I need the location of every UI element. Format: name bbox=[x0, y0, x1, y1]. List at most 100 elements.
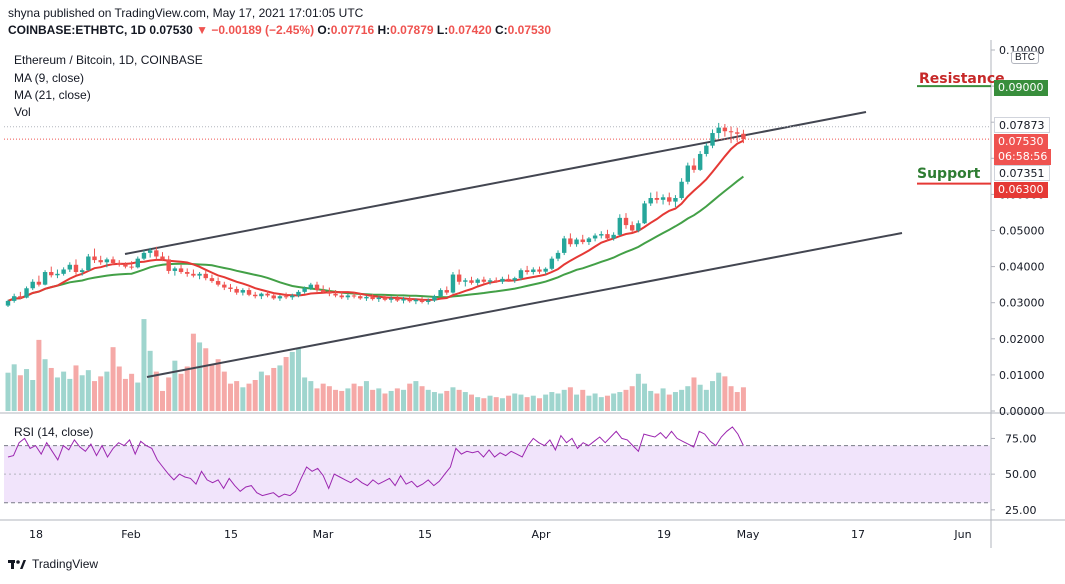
candle-body bbox=[481, 279, 487, 282]
volume-bar bbox=[574, 394, 580, 411]
candle-body bbox=[426, 300, 431, 302]
candle-body bbox=[691, 165, 697, 170]
volume-bar bbox=[506, 395, 512, 411]
candle bbox=[333, 290, 338, 298]
candle bbox=[110, 256, 116, 265]
volume-bar bbox=[357, 386, 363, 411]
candle-body bbox=[401, 299, 406, 301]
symbol-line: COINBASE:ETHBTC, 1D 0.07530 ▼ −0.00189 (… bbox=[8, 23, 551, 37]
candle bbox=[735, 127, 740, 143]
candle bbox=[673, 195, 678, 208]
close-value: 0.07530 bbox=[507, 23, 552, 37]
legend-ma9[interactable]: MA (9, close) bbox=[14, 71, 85, 85]
candle-body bbox=[197, 273, 202, 276]
volume-bar bbox=[666, 394, 672, 411]
candle bbox=[691, 158, 697, 173]
candle-body bbox=[79, 270, 85, 273]
candle bbox=[667, 192, 672, 206]
candle-body bbox=[36, 281, 42, 285]
legend-ma21[interactable]: MA (21, close) bbox=[14, 88, 91, 102]
legend-rsi[interactable]: RSI (14, close) bbox=[14, 425, 94, 439]
volume-bar bbox=[648, 390, 654, 411]
candle bbox=[166, 255, 171, 274]
volume-bar bbox=[73, 365, 79, 411]
rsi-band bbox=[4, 445, 990, 503]
candle-body bbox=[679, 181, 684, 199]
volume-bar bbox=[85, 370, 91, 411]
candle bbox=[160, 252, 165, 262]
volume-bar bbox=[685, 386, 691, 411]
candle bbox=[716, 122, 721, 139]
candle bbox=[574, 237, 579, 247]
candle-body bbox=[654, 198, 660, 200]
candle bbox=[265, 291, 270, 298]
volume-bar bbox=[592, 393, 598, 411]
candle-body bbox=[240, 290, 246, 293]
candle-body bbox=[18, 296, 23, 298]
candle-body bbox=[716, 127, 721, 134]
candle bbox=[407, 296, 412, 303]
logo-text: TradingView bbox=[32, 557, 99, 571]
volume-bar bbox=[92, 381, 98, 411]
candle bbox=[395, 295, 400, 302]
candle bbox=[283, 292, 289, 300]
candle-body bbox=[61, 269, 66, 274]
volume-bar bbox=[710, 381, 716, 411]
rsi-tick-label: 75.00 bbox=[1005, 432, 1037, 445]
volume-bar bbox=[672, 392, 678, 411]
candle-body bbox=[228, 287, 233, 289]
candle bbox=[697, 151, 703, 171]
candle-body bbox=[722, 127, 728, 132]
volume-bar bbox=[246, 383, 252, 411]
volume-bar bbox=[160, 390, 165, 411]
candle bbox=[654, 191, 660, 204]
candle-body bbox=[209, 278, 215, 282]
tradingview-logo[interactable]: TradingView bbox=[8, 557, 98, 571]
volume-bar bbox=[438, 393, 444, 411]
currency-badge[interactable]: BTC bbox=[1011, 51, 1039, 64]
volume-bar bbox=[512, 393, 518, 411]
volume-bar bbox=[524, 397, 530, 411]
volume-bar bbox=[549, 392, 555, 411]
volume-bar bbox=[697, 384, 703, 411]
volume-bar bbox=[604, 395, 610, 411]
candle-body bbox=[129, 266, 134, 268]
rsi-tick-label: 50.00 bbox=[1005, 468, 1037, 481]
candle-body bbox=[500, 278, 505, 282]
volume-bar bbox=[98, 376, 104, 411]
price-badge: 0.09000 bbox=[994, 80, 1048, 96]
volume-bar bbox=[722, 376, 728, 411]
candle bbox=[444, 286, 449, 295]
open-value: 0.07716 bbox=[330, 23, 375, 37]
candle-body bbox=[185, 272, 190, 274]
candle-body bbox=[333, 293, 338, 296]
candle-body bbox=[24, 288, 29, 298]
candle-body bbox=[283, 296, 289, 298]
candle bbox=[277, 294, 283, 301]
candle bbox=[438, 288, 443, 298]
candle bbox=[494, 277, 499, 283]
candle bbox=[320, 285, 326, 294]
candle-body bbox=[555, 252, 561, 259]
candle-body bbox=[320, 290, 326, 292]
legend-vol[interactable]: Vol bbox=[14, 105, 31, 119]
time-axis-label: Mar bbox=[313, 528, 334, 541]
volume-bar bbox=[240, 387, 246, 411]
volume-bar bbox=[456, 389, 462, 411]
candle-body bbox=[67, 264, 72, 270]
time-axis-label: 19 bbox=[657, 528, 671, 541]
volume-bar bbox=[252, 380, 258, 411]
volume-bar bbox=[493, 397, 499, 411]
candle bbox=[18, 291, 23, 300]
candle-body bbox=[697, 153, 703, 170]
volume-bar bbox=[203, 348, 209, 411]
candle-body bbox=[382, 297, 388, 300]
candle bbox=[660, 194, 666, 205]
candle bbox=[450, 272, 456, 294]
volume-bar bbox=[67, 378, 73, 411]
candle bbox=[432, 294, 437, 302]
legend-title[interactable]: Ethereum / Bitcoin, 1D, COINBASE bbox=[14, 53, 203, 67]
last-price: 0.07530 bbox=[149, 23, 193, 37]
candle bbox=[469, 276, 474, 285]
